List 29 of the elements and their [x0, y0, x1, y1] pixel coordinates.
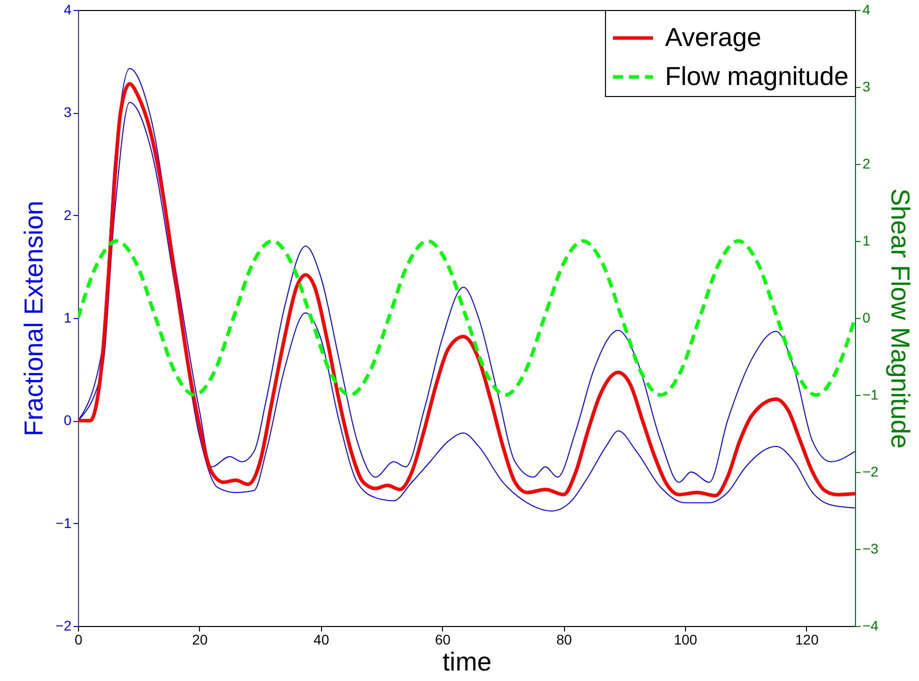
y2-tick-label: −1	[862, 386, 879, 402]
x-tick-label: 40	[314, 632, 330, 648]
y-tick-label: −1	[56, 514, 72, 531]
y2-tick-label: 3	[862, 78, 870, 94]
y2-tick-label: 2	[862, 156, 870, 172]
x-tick-label: 0	[74, 632, 83, 648]
y2-tick-label: −2	[862, 464, 879, 480]
legend-label: Flow magnitude	[665, 61, 849, 91]
y-tick-label: 1	[64, 310, 72, 326]
y-tick-label: 2	[64, 206, 72, 223]
y-axis-title: Fractional Extension	[18, 200, 49, 436]
y-tick-label: −2	[56, 618, 72, 634]
y2-tick-label: −3	[862, 540, 879, 556]
x-axis-title: time	[442, 646, 492, 676]
y2-tick-label: −4	[862, 618, 879, 634]
x-tick-label: 20	[192, 632, 208, 648]
y2-tick-label: 0	[862, 310, 870, 326]
y2-tick-label: 4	[862, 2, 870, 18]
y-tick-label: 4	[64, 2, 72, 18]
y-tick-label: 3	[64, 104, 72, 120]
y-tick-label: 0	[64, 412, 72, 428]
legend-label: Average	[665, 22, 762, 52]
y2-tick-label: 1	[862, 232, 870, 248]
line-series	[78, 239, 855, 397]
y2-axis-title: Shear Flow Magnitude	[885, 188, 916, 449]
x-tick-label: 120	[795, 632, 819, 648]
x-tick-label: 100	[674, 632, 698, 648]
x-tick-label: 80	[556, 632, 572, 648]
x-tick-label: 60	[434, 632, 451, 648]
